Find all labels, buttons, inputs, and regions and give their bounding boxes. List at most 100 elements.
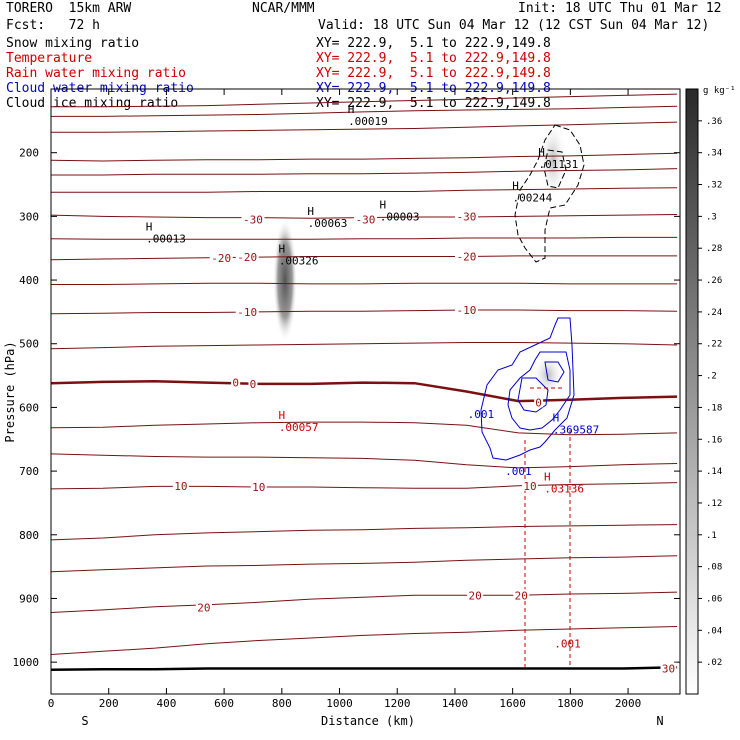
org-title: NCAR/MMM bbox=[252, 1, 315, 16]
x-tick-label: 1200 bbox=[384, 697, 411, 710]
temperature-label-bg bbox=[235, 251, 259, 263]
isotherm-line bbox=[51, 482, 678, 490]
cloud-water-contour bbox=[517, 377, 549, 413]
isotherm-line bbox=[51, 236, 678, 240]
valid-time: Valid: 18 UTC Sun 04 Mar 12 (12 CST Sun … bbox=[318, 18, 710, 33]
y-tick-label: 700 bbox=[19, 465, 39, 478]
maximum-marker: H bbox=[512, 180, 519, 193]
temperature-label: 30 bbox=[662, 663, 675, 676]
y-tick-label: 600 bbox=[19, 401, 39, 414]
cloud-ice-contour bbox=[514, 124, 585, 263]
cloud-ice-contours bbox=[514, 124, 585, 263]
y-tick-label: 900 bbox=[19, 592, 39, 605]
rain-contours bbox=[524, 387, 571, 668]
shading-layer bbox=[273, 120, 567, 397]
isotherm-line bbox=[51, 93, 678, 108]
temperature-label-bg bbox=[454, 250, 478, 262]
temperature-label-bg bbox=[454, 210, 478, 222]
maximum-value: .00013 bbox=[146, 232, 186, 245]
temperature-label: 0 bbox=[250, 378, 257, 391]
maximum-value: .369587 bbox=[553, 423, 599, 436]
colorbar-level: .1 bbox=[706, 531, 717, 541]
plot-frame bbox=[50, 88, 681, 695]
field-label: Rain water mixing ratio bbox=[6, 66, 187, 81]
cloud-water-contour bbox=[507, 351, 571, 431]
maximum-value: .00003 bbox=[380, 211, 420, 224]
colorbar-level: .28 bbox=[706, 244, 722, 254]
y-tick-label: 300 bbox=[19, 210, 39, 223]
maximum-value: .00326 bbox=[279, 255, 319, 268]
field-label: Snow mixing ratio bbox=[6, 36, 140, 51]
colorbar-level: .18 bbox=[706, 403, 722, 413]
y-tick-label: 400 bbox=[19, 274, 39, 287]
forecast-hour: Fcst: 72 h bbox=[6, 18, 100, 33]
isotherm-line bbox=[51, 421, 678, 436]
isotherm-line bbox=[51, 555, 678, 573]
maximum-value: .00063 bbox=[308, 217, 348, 230]
temperature-label: -20 bbox=[457, 250, 477, 263]
temperature-label: -20 bbox=[237, 251, 257, 264]
maximum-marker: H bbox=[307, 205, 314, 218]
maximum-value: .03136 bbox=[544, 483, 584, 496]
isotherm-line bbox=[51, 453, 678, 469]
temperature-label: 0 bbox=[535, 396, 542, 409]
colorbar-level: .12 bbox=[706, 499, 722, 509]
colorbar-level: .2 bbox=[706, 372, 717, 382]
temperature-label: 20 bbox=[197, 601, 210, 614]
colorbar: .02 .04 .06 .08 .1 .12 .14 .16 .18 .2 .22 .24 .26 .28… bbox=[685, 86, 736, 695]
maximum-marker: H bbox=[348, 103, 355, 116]
temperature-label: -20 bbox=[211, 252, 231, 265]
x-tick-label: 0 bbox=[48, 697, 55, 710]
cloud-water-contours bbox=[480, 317, 575, 461]
temperature-label: 10 bbox=[174, 480, 187, 493]
cloud-ice-contour bbox=[543, 149, 567, 189]
x-tick-label: 1400 bbox=[442, 697, 469, 710]
colorbar-ramp bbox=[685, 88, 699, 695]
cloud-water-contour bbox=[544, 361, 565, 383]
field-xy: XY= 222.9, 5.1 to 222.9,149.8 bbox=[316, 51, 551, 66]
isotherm-line bbox=[51, 105, 678, 117]
south-label: S bbox=[81, 714, 88, 728]
colorbar-unit: g kg⁻¹ bbox=[703, 86, 736, 96]
maximum-value: .00057 bbox=[279, 421, 319, 434]
x-tick-label: 800 bbox=[272, 697, 292, 710]
temperature-label-bg bbox=[354, 213, 377, 225]
temperature-label-bg bbox=[454, 303, 478, 315]
colorbar-level: .24 bbox=[706, 308, 722, 318]
temperature-label-bg bbox=[513, 589, 530, 601]
temperature-label-bg bbox=[172, 479, 189, 491]
x-tick-label: 400 bbox=[156, 697, 176, 710]
isotherm-line bbox=[51, 255, 678, 261]
colorbar-level: .06 bbox=[706, 594, 722, 604]
x-tick-label: 600 bbox=[214, 697, 234, 710]
colorbar-level: .32 bbox=[706, 181, 722, 191]
maximum-value: .00244 bbox=[513, 192, 553, 205]
isotherm-line bbox=[51, 187, 678, 193]
x-tick-label: 1800 bbox=[557, 697, 584, 710]
temperature-label: -10 bbox=[237, 306, 257, 319]
y-tick-label: 800 bbox=[19, 529, 39, 542]
temperature-label-bg bbox=[521, 479, 538, 491]
maximum-marker: H bbox=[146, 220, 153, 233]
x-tick-label: 200 bbox=[99, 697, 119, 710]
temperature-label: -30 bbox=[457, 210, 477, 223]
temperature-label: 20 bbox=[469, 589, 482, 602]
north-label: N bbox=[656, 714, 663, 728]
x-tick-label: 1600 bbox=[499, 697, 526, 710]
temperature-label: 10 bbox=[252, 481, 265, 494]
temperature-label-bg bbox=[231, 376, 241, 388]
temperature-label-bg bbox=[250, 481, 267, 493]
isotherm-line bbox=[51, 342, 678, 350]
isotherm-line bbox=[51, 626, 678, 655]
ice-shading bbox=[539, 120, 567, 200]
temperature-label-bg bbox=[241, 213, 265, 225]
maximum-marker: H bbox=[379, 199, 386, 212]
isotherm-line bbox=[51, 121, 678, 133]
isotherm-line bbox=[51, 152, 678, 162]
contour-value-label: .001 bbox=[505, 465, 532, 478]
maximum-marker: H bbox=[279, 243, 286, 256]
maximum-marker: H bbox=[553, 411, 560, 424]
temperature-label: 0 bbox=[232, 377, 239, 390]
maximum-marker: H bbox=[538, 146, 545, 159]
temperature-label-bg bbox=[195, 601, 212, 613]
